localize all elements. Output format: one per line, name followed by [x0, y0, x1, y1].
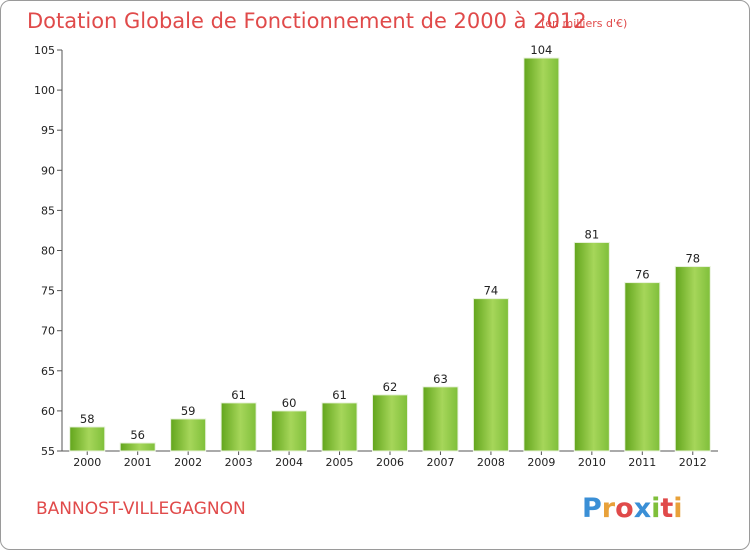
value-labels: 58 56 59 61 60 61 62 63 74 104 81 76 78	[80, 43, 700, 442]
logo-text: Proxiti	[582, 493, 683, 524]
x-tick-label: 2006	[376, 456, 404, 469]
y-tick-label: 60	[41, 405, 55, 418]
bar	[573, 241, 610, 452]
x-tick-label: 2001	[124, 456, 152, 469]
x-tick-label: 2010	[578, 456, 606, 469]
x-tick-label: 2002	[174, 456, 202, 469]
y-tick-label: 100	[34, 84, 55, 97]
y-tick-label: 90	[41, 164, 55, 177]
bar	[674, 266, 711, 452]
bar	[472, 298, 509, 452]
value-label: 74	[484, 284, 499, 298]
bar	[422, 386, 459, 452]
x-axis: 2000 2001 2002 2003 2004 2005 2006 2007 2008 2009…	[62, 450, 718, 469]
x-tick-label: 2011	[628, 456, 656, 469]
bar	[170, 418, 207, 452]
logo-letter: t	[660, 493, 673, 524]
bar	[523, 57, 560, 452]
y-tick-label: 55	[41, 445, 55, 458]
chart-subtitle: (en milliers d'€)	[541, 17, 627, 30]
value-label: 60	[282, 396, 297, 410]
proxiti-logo: Proxiti	[582, 493, 683, 524]
y-tick-label: 105	[34, 44, 55, 57]
bar	[372, 394, 408, 452]
x-tick-label: 2012	[679, 456, 707, 469]
value-label: 61	[231, 388, 246, 402]
logo-letter: x	[634, 493, 651, 524]
value-label: 81	[585, 227, 600, 241]
y-tick-label: 70	[41, 325, 55, 338]
chart-title: Dotation Globale de Fonctionnement de 20…	[27, 9, 587, 33]
x-tick-label: 2007	[426, 456, 454, 469]
bar	[271, 410, 308, 452]
value-label: 78	[685, 252, 700, 266]
bar	[220, 402, 257, 452]
logo-letter: P	[582, 493, 602, 524]
bar	[624, 282, 661, 452]
value-label: 59	[181, 404, 196, 418]
value-label: 63	[433, 372, 448, 386]
value-label: 62	[383, 380, 398, 394]
bar	[119, 442, 156, 452]
logo-letter: i	[673, 493, 682, 524]
logo-letter: i	[651, 493, 660, 524]
y-tick-label: 65	[41, 365, 55, 378]
logo-letter: o	[615, 493, 634, 524]
x-tick-label: 2004	[275, 456, 303, 469]
x-tick-label: 2003	[225, 456, 253, 469]
value-label: 58	[80, 412, 95, 426]
x-tick-label: 2005	[326, 456, 354, 469]
y-tick-label: 80	[41, 245, 55, 258]
y-tick-label: 75	[41, 285, 55, 298]
logo-letter: r	[602, 493, 616, 524]
bars	[69, 57, 711, 452]
x-tick-label: 2009	[527, 456, 555, 469]
value-label: 61	[332, 388, 347, 402]
bar	[321, 402, 358, 452]
y-tick-label: 85	[41, 204, 55, 217]
y-axis: 55 60 65 70 75 80 85 90 95 100 105	[34, 44, 63, 458]
x-tick-label: 2000	[73, 456, 101, 469]
bar	[69, 426, 106, 452]
commune-name: BANNOST-VILLEGAGNON	[36, 499, 246, 519]
value-label: 104	[530, 43, 552, 57]
y-tick-label: 95	[41, 124, 55, 137]
value-label: 56	[130, 428, 145, 442]
x-tick-label: 2008	[477, 456, 505, 469]
value-label: 76	[635, 268, 650, 282]
